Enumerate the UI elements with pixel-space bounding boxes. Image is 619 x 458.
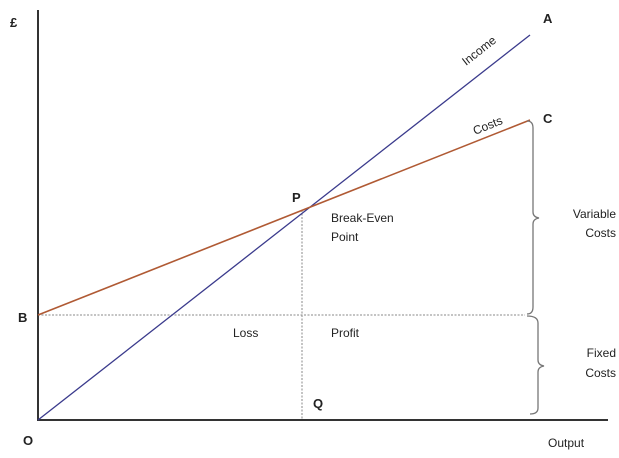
variable-costs-brace [526,120,540,315]
loss-label: Loss [233,326,258,340]
variable-costs-label-line1: Variable [573,207,616,221]
income-line [37,34,531,421]
y-axis-label: £ [10,15,18,30]
break-even-label-line2: Point [331,230,359,244]
point-b-label: B [18,310,27,325]
x-axis-label: Output [548,436,585,450]
point-p-label: P [292,190,301,205]
break-even-label-line1: Break-Even [331,211,394,225]
variable-costs-label-line2: Costs [585,226,616,240]
fixed-costs-label-line2: Costs [585,366,616,380]
fixed-costs-label-line1: Fixed [587,346,616,360]
point-q-label: Q [313,396,323,411]
point-c-label: C [543,111,553,126]
costs-line [37,119,531,316]
origin-label: O [23,433,33,448]
fixed-costs-brace [526,315,545,415]
point-a-label: A [543,11,553,26]
costs-line-label: Costs [471,113,505,137]
profit-label: Profit [331,326,360,340]
